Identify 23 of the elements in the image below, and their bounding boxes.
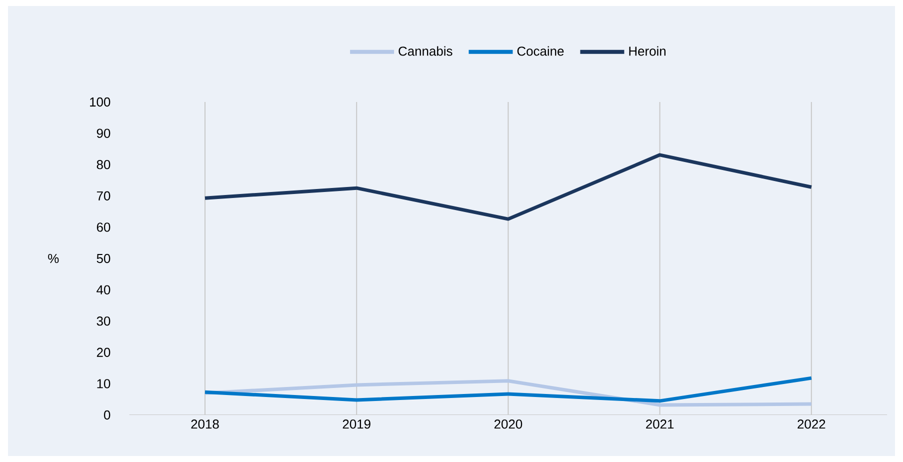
- y-tick-label: 60: [96, 222, 110, 232]
- y-tick-label: 80: [96, 160, 110, 170]
- legend-label: Cocaine: [517, 46, 564, 56]
- y-axis-title: %: [48, 254, 59, 264]
- y-tick-label: 30: [96, 316, 110, 326]
- x-tick-label: 2020: [494, 420, 522, 429]
- x-tick-label: 2022: [798, 420, 826, 429]
- x-tick-label: 2019: [342, 420, 370, 429]
- line-series: [203, 153, 814, 221]
- x-tick-label: 2018: [191, 420, 219, 429]
- y-tick-label: 0: [104, 410, 110, 420]
- y-tick-label: 50: [96, 254, 110, 264]
- x-tick-label: 2021: [646, 420, 674, 429]
- legend-label: Cannabis: [398, 46, 452, 56]
- y-tick-label: 100: [90, 97, 110, 107]
- y-tick-label: 90: [96, 128, 110, 138]
- line-series: [203, 379, 814, 407]
- y-tick-label: 10: [97, 379, 110, 388]
- y-tick-label: 70: [96, 191, 110, 200]
- legend-label: Heroin: [629, 46, 666, 56]
- y-tick-label: 40: [96, 285, 110, 294]
- line-series: [203, 376, 814, 403]
- y-tick-label: 20: [96, 348, 110, 357]
